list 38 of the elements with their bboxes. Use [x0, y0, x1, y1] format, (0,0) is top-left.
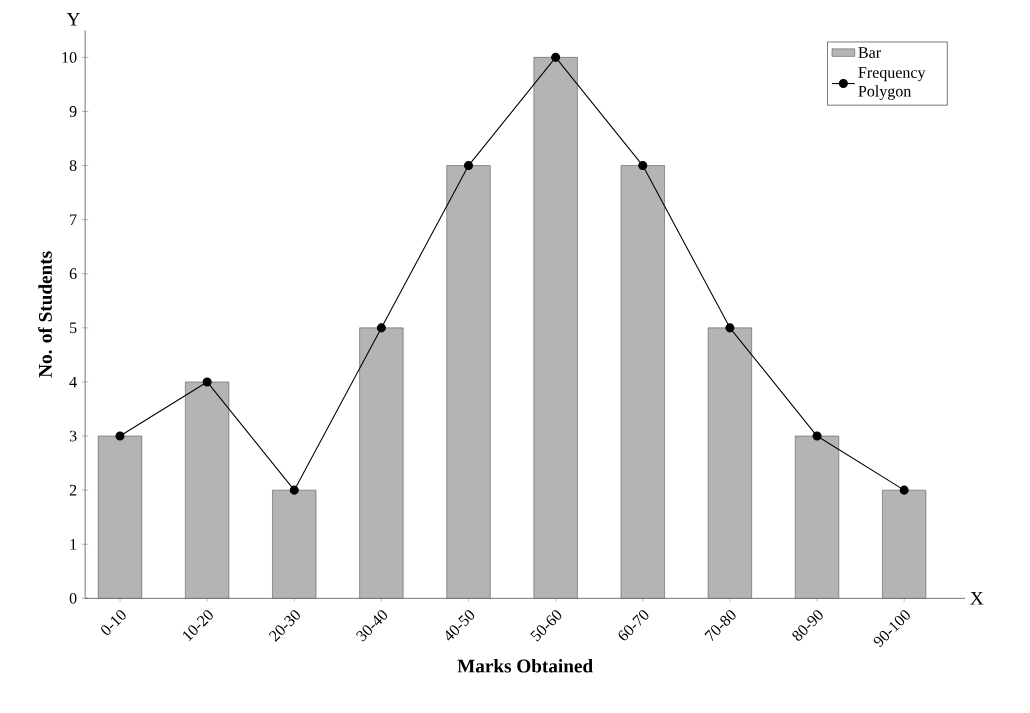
- text: X: [970, 592, 984, 605]
- y-tick-label: 6: [69, 268, 77, 280]
- y-tick-label: 10: [62, 51, 77, 63]
- point: [115, 431, 125, 441]
- point: [289, 485, 299, 495]
- y-tick-label: 2: [69, 484, 77, 496]
- bar: [533, 57, 578, 599]
- y-tick-label: 3: [69, 430, 77, 442]
- point: [463, 161, 474, 171]
- y-tick-label: 4: [69, 376, 77, 388]
- legend-label: Frequency Polygon: [858, 67, 926, 100]
- x-tick-label: 0-10: [101, 610, 126, 635]
- point: [551, 52, 561, 62]
- bar: [620, 165, 665, 599]
- bar: [707, 327, 752, 599]
- text: Y: [66, 13, 80, 26]
- y-tick-label: 1: [70, 538, 77, 550]
- bar: [272, 489, 317, 599]
- point: [376, 323, 386, 333]
- legend-label: Bar: [858, 47, 881, 58]
- point: [725, 323, 735, 333]
- bar: [794, 435, 840, 599]
- bar: [882, 489, 927, 599]
- point: [812, 431, 822, 441]
- bar: [359, 327, 404, 599]
- y-tick-label: 5: [70, 322, 77, 334]
- x-axis-title: Marks Obtained: [457, 659, 593, 673]
- y-tick-label: 7: [70, 214, 77, 225]
- y-tick-label: 0: [69, 592, 77, 604]
- bar: [97, 435, 143, 599]
- point: [638, 161, 648, 171]
- bar: [185, 381, 230, 599]
- point: [899, 485, 909, 495]
- y-tick-label: 9: [69, 106, 77, 117]
- y-axis-title: No. of Students: [38, 251, 52, 378]
- point: [202, 377, 212, 387]
- bar: [446, 165, 491, 599]
- y-tick-label: 8: [69, 160, 77, 171]
